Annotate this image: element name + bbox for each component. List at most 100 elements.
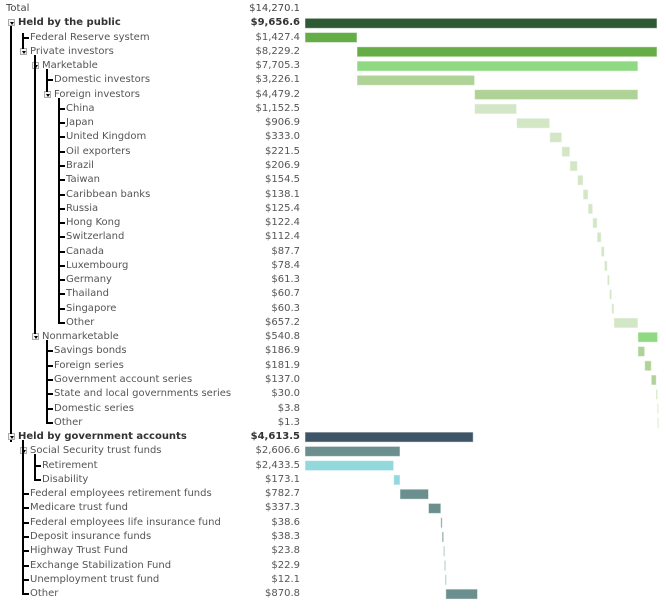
tree-connector-line — [34, 464, 41, 467]
tree-connector-line — [46, 407, 53, 410]
tree-connector-line — [22, 521, 29, 524]
tree-connector-line — [46, 69, 48, 92]
bar-luxembourg — [603, 260, 608, 272]
bar-held-by-the-public — [304, 17, 658, 29]
row-label: Total — [6, 3, 30, 14]
tree-row-other: Other $1.3 — [0, 416, 300, 430]
row-label: Oil exporters — [66, 145, 131, 157]
row-label: Nonmarketable — [42, 331, 119, 343]
tree-connector-line — [58, 179, 65, 182]
bar-federal-employees-retirement-funds — [399, 488, 429, 500]
bar-highway-trust-fund — [443, 545, 446, 557]
bar-medicare-trust-fund — [428, 502, 442, 514]
tree-row-held-by-the-public[interactable]: Held by the public $9,656.6 — [0, 16, 300, 30]
row-value: $38.6 — [271, 516, 300, 528]
bar-foreign-series — [644, 360, 652, 372]
row-label: Other — [54, 416, 83, 428]
row-value: $173.1 — [265, 473, 300, 485]
row-label: Brazil — [66, 159, 94, 171]
row-label: Taiwan — [66, 174, 101, 186]
tree-row-other: Other $657.2 — [0, 316, 300, 330]
tree-row-retirement: Retirement $2,433.5 — [0, 459, 300, 473]
bar-other — [445, 588, 478, 600]
tree-row-foreign-series: Foreign series $181.9 — [0, 359, 300, 373]
tree-row-disability: Disability $173.1 — [0, 473, 300, 487]
tree-connector-line — [58, 97, 60, 323]
row-value: $22.9 — [271, 559, 300, 571]
row-label: Foreign series — [54, 359, 124, 371]
row-value: $138.1 — [265, 188, 300, 200]
tree-row-oil-exporters: Oil exporters $221.5 — [0, 145, 300, 159]
row-value: $870.8 — [265, 588, 300, 600]
row-label: Federal Reserve system — [30, 31, 150, 43]
tree-row-canada: Canada $87.7 — [0, 245, 300, 259]
row-label: Thailand — [66, 288, 109, 300]
row-value: $906.9 — [265, 117, 300, 129]
bar-retirement — [304, 460, 395, 472]
row-label: Hong Kong — [66, 217, 121, 229]
tree-connector-line — [34, 54, 36, 335]
tree-connector-line — [58, 264, 65, 267]
row-label: Domestic investors — [54, 74, 151, 86]
bar-thailand — [609, 288, 613, 300]
bar-nonmarketable — [637, 331, 659, 343]
row-label: Exchange Stabilization Fund — [30, 559, 172, 571]
row-value: $23.8 — [271, 545, 300, 557]
row-value: $14,270.1 — [249, 3, 300, 14]
bar-federal-employees-life-insurance-fund — [440, 517, 443, 529]
row-label: Deposit insurance funds — [30, 530, 152, 542]
bar-taiwan — [577, 174, 584, 186]
row-label: Canada — [66, 245, 105, 257]
tree-connector-line — [22, 535, 29, 538]
tree-row-federal-employees-life-insurance-fund: Federal employees life insurance fund $38… — [0, 516, 300, 530]
row-label: China — [66, 102, 95, 114]
row-value: $122.4 — [265, 217, 300, 229]
row-label: Marketable — [42, 60, 98, 72]
tree-connector-line — [34, 454, 36, 480]
tree-connector-line — [46, 79, 53, 82]
row-label: Unemployment trust fund — [30, 573, 160, 585]
tree-row-total: Total $14,270.1 — [0, 2, 300, 16]
row-value: $1,152.5 — [255, 102, 300, 114]
collapse-toggle-icon[interactable] — [8, 19, 15, 27]
row-label: Switzerland — [66, 231, 125, 243]
tree-connector-line — [58, 207, 65, 210]
row-value: $540.8 — [265, 331, 300, 343]
bar-disability — [393, 474, 401, 486]
tree-connector-line — [58, 250, 65, 253]
row-value: $337.3 — [265, 502, 300, 514]
tree-connector-line — [46, 340, 48, 423]
bar-japan — [516, 117, 551, 129]
row-label: Other — [30, 588, 59, 600]
tree-connector-line — [58, 136, 65, 139]
row-label: Japan — [66, 117, 94, 129]
tree-row-hong-kong: Hong Kong $122.4 — [0, 216, 300, 230]
bar-savings-bonds — [637, 346, 646, 357]
row-value: $2,433.5 — [255, 459, 300, 471]
tree-connector-line — [22, 507, 29, 510]
row-value: $38.3 — [271, 530, 300, 542]
bar-germany — [606, 274, 610, 286]
row-value: $657.2 — [265, 316, 300, 328]
row-label: Held by the public — [18, 17, 121, 29]
row-label: Retirement — [42, 459, 98, 471]
tree-connector-line — [22, 564, 29, 567]
row-value: $3.8 — [277, 402, 300, 414]
tree-connector-line — [46, 421, 53, 424]
bar-russia — [587, 203, 594, 215]
bar-china — [474, 103, 518, 115]
tree-connector-line — [58, 321, 65, 324]
row-value: $7,705.3 — [255, 60, 300, 72]
tree-row-other: Other $870.8 — [0, 587, 300, 601]
bar-other — [613, 317, 639, 329]
tree-connector-line — [10, 26, 12, 435]
row-label: Private investors — [30, 45, 114, 57]
tree-connector-line — [46, 393, 53, 396]
row-value: $154.5 — [265, 174, 300, 186]
bar-caribbean-banks — [582, 189, 589, 200]
tree-connector-line — [58, 164, 65, 167]
tree-row-brazil: Brazil $206.9 — [0, 159, 300, 173]
tree-row-government-account-series: Government account series $137.0 — [0, 373, 300, 387]
tree-row-luxembourg: Luxembourg $78.4 — [0, 259, 300, 273]
tree-connector-line — [22, 32, 24, 49]
